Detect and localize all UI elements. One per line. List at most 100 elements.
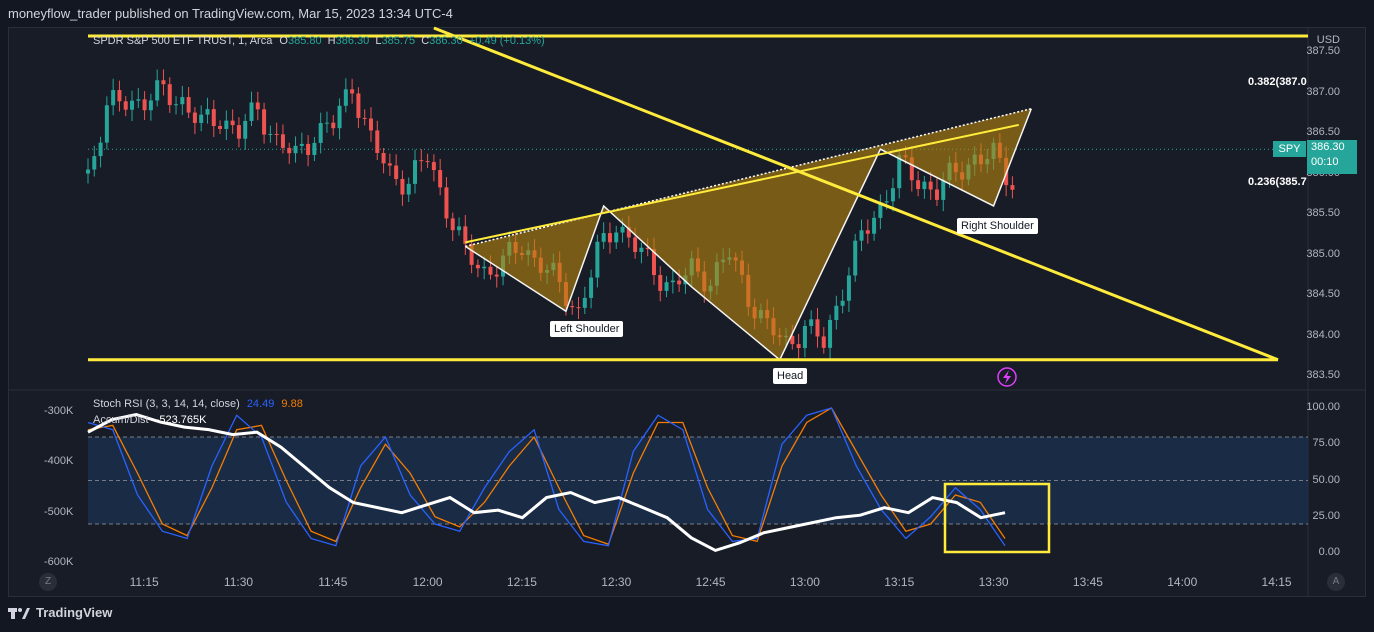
price-tick-label: 385.00 bbox=[1306, 247, 1340, 260]
candle-body bbox=[809, 319, 814, 326]
candle-body bbox=[167, 84, 172, 106]
ad-legend[interactable]: Accum/Dist -523.765K bbox=[93, 414, 206, 426]
candle-body bbox=[205, 109, 210, 115]
time-tick-label: 13:45 bbox=[1072, 575, 1103, 589]
candle-body bbox=[934, 189, 939, 200]
stoch-k-value: 24.49 bbox=[246, 398, 275, 410]
candle-body bbox=[123, 101, 128, 110]
candle-body bbox=[582, 297, 587, 308]
candle-body bbox=[394, 165, 399, 179]
price-tick-label: 385.50 bbox=[1306, 207, 1340, 219]
candle-body bbox=[884, 201, 889, 203]
auto-scale-button[interactable]: A bbox=[1327, 573, 1345, 591]
time-tick-label: 13:30 bbox=[978, 575, 1009, 589]
candle-body bbox=[1010, 185, 1015, 190]
candle-body bbox=[626, 226, 631, 238]
candle-body bbox=[142, 99, 147, 111]
candle-body bbox=[243, 120, 248, 139]
candle-body bbox=[255, 102, 260, 110]
stoch-tick-label: 0.00 bbox=[1318, 546, 1340, 558]
head-label: Head bbox=[773, 368, 808, 384]
candle-body bbox=[136, 99, 141, 101]
stoch-d-value: 9.88 bbox=[281, 398, 303, 410]
candle-body bbox=[620, 226, 625, 233]
candle-body bbox=[846, 275, 851, 301]
ad-tick-label: -300K bbox=[44, 405, 74, 417]
neckline-dotted bbox=[465, 107, 1032, 248]
ad-value: -523.765K bbox=[155, 414, 207, 426]
candle-body bbox=[236, 125, 241, 139]
candle-body bbox=[450, 218, 455, 231]
candle-body bbox=[111, 90, 116, 106]
candle-body bbox=[865, 230, 870, 234]
time-tick-label: 12:00 bbox=[412, 575, 443, 589]
candle-body bbox=[192, 112, 197, 123]
candle-body bbox=[274, 133, 279, 135]
stoch-k-line bbox=[87, 407, 1006, 547]
candle-body bbox=[872, 217, 877, 234]
candle-body bbox=[488, 266, 493, 275]
time-tick-label: 13:00 bbox=[789, 575, 820, 589]
neckline-trend bbox=[465, 123, 1019, 244]
stoch-tick-label: 75.00 bbox=[1312, 437, 1340, 450]
candle-body bbox=[368, 118, 373, 131]
candle-body bbox=[148, 100, 153, 111]
price-tick-label: 387.50 bbox=[1306, 45, 1340, 57]
candle-body bbox=[406, 183, 411, 195]
candle-body bbox=[941, 180, 946, 200]
time-tick-label: 11:30 bbox=[223, 575, 254, 589]
candle-body bbox=[98, 142, 103, 157]
candle-body bbox=[381, 152, 386, 164]
candle-body bbox=[482, 266, 487, 269]
candle-body bbox=[463, 226, 468, 244]
candle-body bbox=[916, 180, 921, 190]
price-tick-label: 383.50 bbox=[1306, 369, 1340, 381]
candle-body bbox=[469, 243, 474, 265]
last-price-badge: 386.30 00:10 bbox=[1307, 140, 1357, 174]
highlight-box bbox=[943, 482, 1051, 554]
right-shoulder-label: Right Shoulder bbox=[957, 218, 1038, 234]
stoch-name: Stoch RSI (3, 3, 14, 14, close) bbox=[93, 398, 240, 410]
symbol-label: SPDR S&P 500 ETF TRUST, 1, Arca bbox=[93, 35, 273, 47]
time-tick-label: 14:00 bbox=[1167, 575, 1198, 589]
tradingview-logo-icon bbox=[8, 607, 30, 619]
candle-body bbox=[186, 97, 191, 113]
candle-body bbox=[431, 162, 436, 171]
candle-body bbox=[117, 90, 122, 102]
price-tick-label: 386.50 bbox=[1306, 126, 1340, 138]
candle-body bbox=[909, 157, 914, 181]
stoch-tick-label: 50.00 bbox=[1312, 473, 1340, 486]
candle-body bbox=[821, 336, 826, 348]
price-tick-label: 387.00 bbox=[1306, 85, 1340, 98]
stoch-tick-label: 100.00 bbox=[1306, 401, 1340, 413]
ad-line bbox=[87, 412, 1006, 553]
currency-label: USD bbox=[1316, 34, 1340, 46]
stoch-legend[interactable]: Stoch RSI (3, 3, 14, 14, close) 24.49 9.… bbox=[93, 398, 303, 410]
candle-body bbox=[350, 89, 355, 94]
candle-body bbox=[324, 122, 329, 124]
candle-body bbox=[840, 300, 845, 306]
main-legend[interactable]: SPDR S&P 500 ETF TRUST, 1, Arca O385.80 … bbox=[93, 35, 545, 47]
candle-body bbox=[230, 120, 235, 126]
time-tick-label: 12:15 bbox=[506, 575, 537, 589]
time-tick-label: 12:30 bbox=[601, 575, 632, 589]
candle-body bbox=[853, 240, 858, 276]
candle-body bbox=[444, 187, 449, 219]
candle-body bbox=[306, 143, 311, 155]
candle-body bbox=[299, 143, 304, 146]
change-value: +0.49 (+0.13%) bbox=[468, 35, 545, 47]
candle-body bbox=[343, 89, 348, 106]
candle-body bbox=[211, 109, 216, 127]
candle-body bbox=[633, 237, 638, 252]
time-tick-label: 14:15 bbox=[1261, 575, 1292, 589]
candle-body bbox=[601, 233, 606, 242]
bar-countdown: 00:10 bbox=[1311, 156, 1339, 168]
candle-body bbox=[595, 241, 600, 278]
ad-name: Accum/Dist bbox=[93, 414, 149, 426]
c-value: 386.30 bbox=[429, 35, 463, 47]
candle-body bbox=[828, 319, 833, 348]
zoom-reset-button[interactable]: Z bbox=[39, 573, 57, 591]
candle-body bbox=[249, 102, 254, 121]
h-value: 386.30 bbox=[335, 35, 370, 47]
